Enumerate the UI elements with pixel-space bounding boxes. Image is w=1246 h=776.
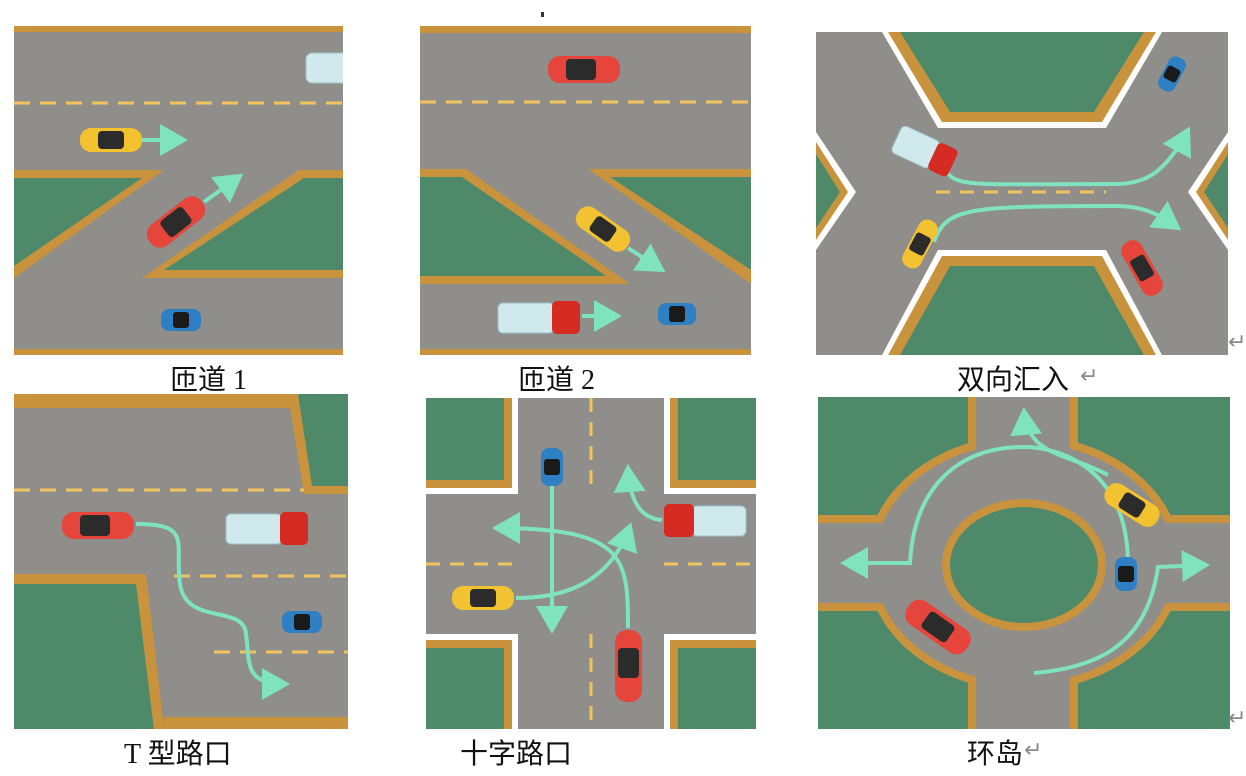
red-car-icon xyxy=(905,599,971,655)
return-mark: ↵ xyxy=(1024,738,1043,763)
panel-t-junction xyxy=(14,394,348,729)
return-mark: ↵ xyxy=(1228,330,1246,355)
yellow-taxi-icon xyxy=(902,219,938,269)
caption-two-way-merge: 双向汇入 xyxy=(957,365,1070,396)
panel-ramp-2 xyxy=(420,26,751,355)
red-car-icon xyxy=(1121,240,1163,296)
caption-roundabout: 环岛 xyxy=(967,739,1024,770)
red-car-icon xyxy=(548,56,620,83)
panel-crossroad xyxy=(426,398,756,729)
truck-icon xyxy=(225,512,308,545)
truck-icon xyxy=(891,125,958,177)
panel-ramp-1 xyxy=(14,26,343,355)
caption-crossroad: 十字路口 xyxy=(460,739,573,770)
yellow-taxi-icon xyxy=(1104,483,1160,527)
blue-car-icon xyxy=(282,611,322,633)
return-mark: ↵ xyxy=(1080,364,1099,389)
truck-icon xyxy=(305,52,343,84)
panel-roundabout xyxy=(818,397,1230,729)
red-car-icon xyxy=(62,512,134,539)
caption-ramp-1: 匝道 1 xyxy=(170,365,248,396)
caption-ramp-2: 匝道 2 xyxy=(518,365,596,396)
stray-mark xyxy=(541,12,544,17)
return-mark: ↵ xyxy=(1228,706,1246,731)
yellow-taxi-icon xyxy=(80,128,142,152)
caption-t-junction: T 型路口 xyxy=(124,739,232,770)
blue-car-icon xyxy=(541,448,563,486)
truck-icon xyxy=(664,504,747,537)
yellow-taxi-icon xyxy=(452,586,514,610)
yellow-taxi-icon xyxy=(575,206,631,252)
blue-car-icon xyxy=(1158,56,1186,92)
blue-car-icon xyxy=(658,303,696,325)
blue-car-icon xyxy=(1115,557,1137,591)
red-car-icon xyxy=(146,196,206,248)
truck-icon xyxy=(497,301,580,334)
panel-two-way-merge xyxy=(816,32,1228,355)
red-car-icon xyxy=(615,630,642,702)
blue-car-icon xyxy=(161,309,201,331)
